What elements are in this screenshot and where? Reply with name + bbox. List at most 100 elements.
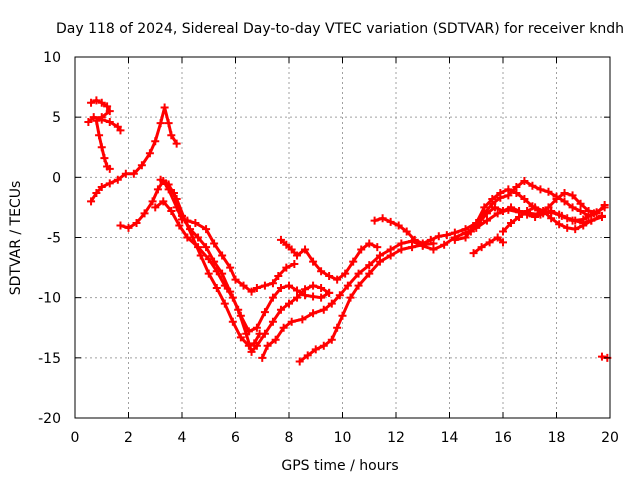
data-point	[576, 207, 585, 216]
data-point	[370, 216, 379, 225]
data-point	[172, 139, 181, 148]
data-point	[258, 353, 267, 362]
data-point	[571, 225, 580, 234]
data-point	[504, 185, 513, 194]
data-point	[317, 267, 326, 276]
data-point	[587, 216, 596, 225]
data-point	[153, 185, 162, 194]
data-point	[282, 263, 291, 272]
data-point	[164, 180, 173, 189]
series-track-o	[469, 233, 507, 258]
data-point	[226, 263, 235, 272]
series-track-j	[295, 239, 438, 366]
data-point	[293, 286, 302, 295]
data-point	[156, 175, 165, 184]
data-point	[568, 203, 577, 212]
data-point	[116, 126, 125, 135]
data-point	[156, 119, 165, 128]
data-point	[188, 233, 197, 242]
data-point	[263, 341, 272, 350]
data-point	[568, 191, 577, 200]
data-point	[327, 299, 336, 308]
data-point	[512, 188, 521, 197]
data-point	[210, 257, 219, 266]
data-point	[584, 207, 593, 216]
data-point	[426, 235, 435, 244]
x-tick-label: 16	[494, 430, 512, 446]
data-point	[202, 225, 211, 234]
data-point	[461, 233, 470, 242]
data-point	[285, 281, 293, 290]
data-point	[450, 235, 459, 244]
data-point	[239, 281, 248, 290]
data-point	[365, 269, 374, 278]
series-track-c	[87, 103, 181, 206]
data-point	[132, 219, 141, 228]
x-tick-label: 0	[71, 430, 80, 446]
x-tick-label: 2	[124, 430, 133, 446]
data-point	[271, 335, 280, 344]
data-point	[499, 227, 507, 236]
data-point	[255, 329, 264, 338]
data-point	[311, 345, 320, 354]
data-point	[204, 269, 213, 278]
data-point	[116, 221, 125, 230]
data-point	[202, 243, 211, 252]
data-point	[354, 281, 363, 290]
x-tick-label: 6	[231, 430, 240, 446]
series-layer	[84, 96, 612, 366]
data-point	[477, 243, 486, 252]
data-point	[357, 245, 366, 254]
data-point	[354, 269, 363, 278]
data-point	[228, 317, 237, 326]
data-point	[260, 308, 269, 317]
data-point	[408, 243, 417, 252]
data-point	[282, 240, 291, 249]
data-point	[172, 194, 181, 203]
data-point	[480, 203, 489, 212]
x-tick-label: 18	[548, 430, 566, 446]
x-tick-label: 20	[601, 430, 619, 446]
y-axis-label: SDTVAR / TECUs	[8, 181, 24, 296]
data-point	[276, 284, 285, 293]
data-point	[210, 239, 219, 248]
data-point	[600, 201, 609, 210]
data-point	[113, 175, 122, 184]
data-point	[196, 251, 205, 260]
data-point	[97, 115, 106, 124]
data-point	[592, 208, 601, 217]
data-point	[493, 209, 502, 218]
data-point	[576, 199, 585, 208]
data-point	[523, 207, 532, 216]
data-point	[520, 194, 529, 203]
data-point	[247, 287, 256, 296]
data-point	[507, 219, 516, 228]
data-point	[472, 219, 481, 228]
data-point	[309, 281, 318, 290]
data-point	[555, 210, 564, 219]
data-point	[386, 217, 395, 226]
data-point	[100, 154, 109, 163]
data-point	[528, 181, 537, 190]
data-point	[520, 176, 529, 185]
y-tick-label: -10	[38, 291, 61, 307]
data-point	[579, 221, 588, 230]
data-point	[293, 293, 302, 302]
data-point	[151, 203, 160, 212]
data-point	[231, 275, 240, 284]
y-tick-label: -20	[38, 411, 61, 427]
x-tick-label: 10	[334, 430, 352, 446]
series-track-i	[276, 235, 382, 284]
data-point	[597, 211, 606, 220]
data-point	[92, 188, 101, 197]
series-track-e	[151, 197, 334, 336]
data-point	[301, 285, 310, 294]
data-point	[124, 223, 133, 232]
data-point	[450, 228, 459, 237]
data-point	[129, 169, 138, 178]
data-point	[220, 299, 229, 308]
data-point	[365, 261, 374, 270]
data-point	[148, 197, 157, 206]
axis-ticks	[74, 56, 611, 419]
